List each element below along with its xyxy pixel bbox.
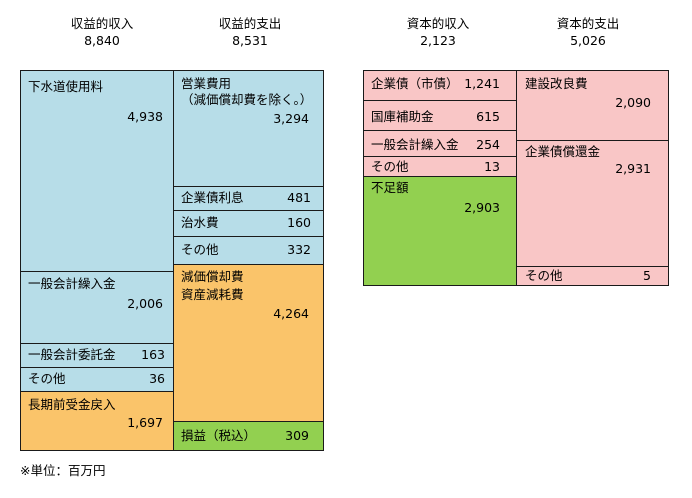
- header-title: 資本的収入: [406, 16, 470, 31]
- item-label: 国庫補助金: [371, 109, 434, 124]
- rev-income-general-transfer: 一般会計繰入金 2,006: [20, 271, 174, 344]
- item-value: 5: [643, 268, 651, 283]
- unit-note: ※単位：百万円: [20, 463, 106, 478]
- item-value: 160: [287, 215, 311, 230]
- cap-income-shortfall: 不足額 2,903: [363, 176, 517, 286]
- rev-expense-other: その他 332: [173, 236, 324, 265]
- rev-expense-flood-control: 治水費 160: [173, 210, 324, 237]
- item-value: 36: [149, 371, 165, 386]
- item-label: 一般会計繰入金: [28, 276, 116, 291]
- item-value: 3,294: [273, 111, 309, 126]
- item-value: 1,241: [464, 76, 500, 91]
- item-label: 一般会計繰入金: [371, 137, 459, 152]
- item-value: 2,903: [464, 200, 500, 215]
- rev-expense-depreciation: 減価償却費 資産減耗費 4,264: [173, 264, 324, 422]
- header-total: 2,123: [420, 33, 456, 48]
- item-label: 一般会計委託金: [28, 347, 116, 362]
- item-label: 企業債利息: [181, 190, 244, 205]
- cap-income-national-subsidy: 国庫補助金 615: [363, 100, 517, 131]
- cap-income-general-transfer: 一般会計繰入金 254: [363, 130, 517, 157]
- item-value: 615: [476, 109, 500, 124]
- header-title: 収益的収入: [70, 16, 134, 31]
- item-label-sub: 資産減耗費: [181, 287, 244, 302]
- item-value: 2,931: [615, 161, 651, 176]
- item-value: 2,090: [615, 95, 651, 110]
- item-label: 治水費: [181, 215, 219, 230]
- item-label: その他: [371, 159, 409, 174]
- rev-expense-operating-cost: 営業費用 （減価償却費を除く。） 3,294: [173, 70, 324, 187]
- rev-expense-profit: 損益（税込） 309: [173, 421, 324, 451]
- item-value: 2,006: [127, 296, 163, 311]
- item-label: 建設改良費: [525, 76, 588, 91]
- cap-income-municipal-bond: 企業債（市債） 1,241: [363, 70, 517, 101]
- cap-expense-construction: 建設改良費 2,090: [516, 70, 669, 141]
- cap-expense-other: その他 5: [516, 266, 669, 286]
- header-capital-income: 資本的収入 2,123: [358, 15, 518, 49]
- header-title: 資本的支出: [556, 16, 620, 31]
- item-label: 減価償却費: [181, 269, 244, 284]
- item-value: 1,697: [127, 415, 163, 430]
- item-value: 309: [285, 428, 309, 443]
- item-label: 企業債償還金: [525, 144, 601, 159]
- header-total: 8,840: [84, 33, 120, 48]
- item-value: 254: [476, 137, 500, 152]
- item-value: 4,264: [273, 306, 309, 321]
- cap-expense-bond-redemption: 企業債償還金 2,931: [516, 140, 669, 267]
- item-label: 長期前受金戻入: [28, 397, 116, 412]
- header-total: 8,531: [232, 33, 268, 48]
- header-revenue-expense: 収益的支出 8,531: [170, 15, 330, 49]
- rev-expense-bond-interest: 企業債利息 481: [173, 186, 324, 211]
- header-total: 5,026: [570, 33, 606, 48]
- item-label: その他: [181, 242, 219, 257]
- rev-income-other: その他 36: [20, 367, 174, 392]
- item-label: 不足額: [371, 180, 409, 195]
- item-value: 332: [287, 242, 311, 257]
- item-label: 企業債（市債）: [371, 76, 459, 91]
- rev-income-sewer-fee: 下水道使用料 4,938: [20, 70, 174, 272]
- item-label: その他: [525, 268, 563, 283]
- item-value: 481: [287, 190, 311, 205]
- item-value: 13: [484, 159, 500, 174]
- item-value: 4,938: [127, 109, 163, 124]
- rev-income-long-term-advance: 長期前受金戻入 1,697: [20, 391, 174, 451]
- item-label: 損益（税込）: [181, 428, 257, 443]
- item-label: 下水道使用料: [28, 79, 104, 94]
- header-revenue-income: 収益的収入 8,840: [22, 15, 182, 49]
- item-label-sub: （減価償却費を除く。）: [181, 92, 313, 107]
- item-value: 163: [141, 347, 165, 362]
- item-label: 営業費用: [181, 76, 232, 91]
- rev-income-general-commission: 一般会計委託金 163: [20, 343, 174, 368]
- cap-income-other: その他 13: [363, 156, 517, 177]
- header-capital-expense: 資本的支出 5,026: [508, 15, 668, 49]
- header-title: 収益的支出: [218, 16, 282, 31]
- item-label: その他: [28, 371, 66, 386]
